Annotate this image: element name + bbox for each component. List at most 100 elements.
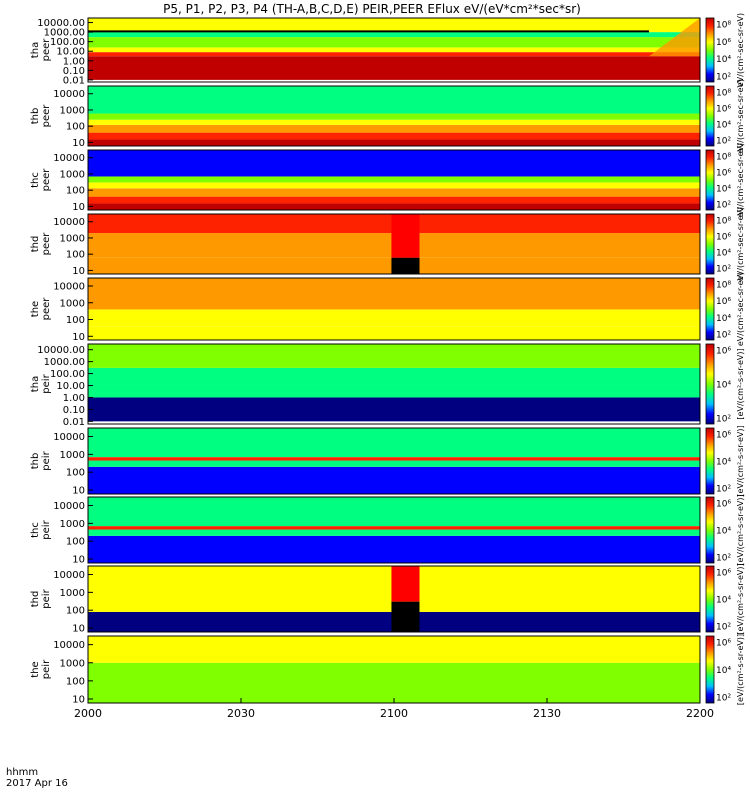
panel-ylabel: thapeer [30, 38, 52, 62]
y-tick-label: 1000 [60, 169, 85, 180]
colorbar-unit-label: [eV/(cm²-s-sr-eV)] [736, 348, 745, 419]
colorbar-tick-label: 10² [716, 694, 731, 704]
y-tick-label: 10000.00 [37, 345, 85, 356]
colorbar-tick-label: 10⁴ [716, 121, 731, 131]
colorbar-tick-label: 10⁸ [716, 281, 731, 291]
y-tick-label: 10 [72, 202, 85, 213]
flux-band [88, 497, 700, 527]
y-tick-label: 10 [72, 332, 85, 343]
flux-band [88, 124, 700, 133]
flux-band [88, 188, 700, 197]
x-tick-label: 2000 [74, 707, 102, 720]
y-tick-label: 10 [72, 694, 85, 705]
y-tick-label: 10000.00 [37, 18, 85, 29]
y-tick-label: 1000 [60, 588, 85, 599]
panel-frame [87, 565, 701, 633]
colorbar-tick-label: 10⁶ [716, 431, 731, 441]
panel-ylabel: thdpeir [30, 588, 52, 608]
colorbar-tick-label: 10⁶ [716, 639, 731, 649]
y-tick-label: 100.00 [50, 369, 85, 380]
panel-thb-peir: 10000 1000 100 10 thbpeir 10⁶ 10⁴ 10² [eV/(cm²-s… [30, 425, 745, 496]
colorbar-tick-label: 10⁶ [716, 347, 731, 357]
colorbar-tick-label: 10⁴ [716, 381, 731, 391]
y-tick-label: 0.01 [63, 417, 85, 428]
panel-frame [87, 85, 701, 147]
y-tick-label: 10000 [53, 89, 85, 100]
panel-frame [87, 213, 701, 275]
y-tick-label: 100 [66, 122, 85, 133]
y-tick-label: 1000 [60, 105, 85, 116]
y-tick-label: 0.01 [63, 75, 85, 86]
x-tick-label: 2030 [227, 707, 255, 720]
flux-band [88, 344, 700, 368]
y-tick-label: 10 [72, 555, 85, 566]
panel-frame [87, 427, 701, 495]
panel-ylabel: thcpeer [30, 168, 52, 192]
colorbar-tick-label: 10⁶ [716, 105, 731, 115]
y-tick-label: 0.10 [63, 66, 85, 77]
flux-band [88, 196, 700, 204]
panel-frame [87, 496, 701, 564]
flux-band [88, 466, 700, 494]
colorbar-tick-label: 10⁴ [716, 458, 731, 468]
flux-band [88, 203, 700, 210]
colorbar-tick-label: 10² [716, 201, 731, 211]
y-tick-label: 10000 [53, 432, 85, 443]
flux-band [88, 636, 700, 663]
colorbar-tick-label: 10² [716, 485, 731, 495]
colorbar-tick-label: 10² [716, 331, 731, 341]
colorbar-tick-label: 10² [716, 73, 731, 83]
panel-thd-peir: 10000 1000 100 10 thdpeir 10⁶ 10⁴ 10² [eV/(cm²-s… [30, 563, 745, 634]
figure-title: P5, P1, P2, P3, P4 (TH-A,B,C,D,E) PEIR,P… [163, 2, 581, 16]
y-tick-label: 100.00 [50, 37, 85, 48]
flux-band [88, 367, 700, 386]
y-tick-label: 1000 [60, 658, 85, 669]
colorbar-tick-label: 10⁸ [716, 153, 731, 163]
y-tick-label: 10 [72, 138, 85, 149]
y-tick-label: 100 [66, 537, 85, 548]
data-gap-missing [391, 601, 420, 632]
panel-ylabel: thcpeir [30, 519, 52, 539]
colorbar-tick-label: 10⁶ [716, 233, 731, 243]
y-tick-label: 10000 [53, 153, 85, 164]
x-tick-label: 2200 [686, 707, 714, 720]
x-tick-label: 2100 [380, 707, 408, 720]
x-tick-label: 2130 [533, 707, 561, 720]
colorbar-unit-label: eV/(cm²-sec-sr-eV) [736, 272, 745, 346]
flux-band [88, 176, 700, 183]
y-tick-label: 100 [66, 315, 85, 326]
y-tick-label: 1.00 [63, 56, 85, 67]
flux-band [88, 150, 700, 177]
y-tick-label: 100 [66, 186, 85, 197]
y-tick-label: 10000 [53, 501, 85, 512]
y-tick-label: 1000.00 [44, 28, 85, 39]
colorbar [705, 496, 715, 564]
colorbar [705, 85, 715, 147]
colorbar [705, 343, 715, 425]
colorbar [705, 277, 715, 341]
flux-ramp [649, 18, 700, 57]
colorbar-tick-label: 10⁶ [716, 500, 731, 510]
y-tick-label: 1000 [60, 519, 85, 530]
panel-ylabel: thdpeer [30, 232, 52, 256]
y-tick-label: 10 [72, 266, 85, 277]
flux-band [88, 37, 700, 48]
y-tick-label: 1000 [60, 450, 85, 461]
panel-ylabel: thapeir [30, 373, 52, 393]
colorbar-tick-label: 10² [716, 137, 731, 147]
flux-band [88, 132, 700, 140]
colorbar-tick-label: 10⁶ [716, 169, 731, 179]
colorbar-unit-label: [eV/(cm²-s-sr-eV)] [736, 494, 745, 565]
colorbar-tick-label: 10⁶ [716, 569, 731, 579]
colorbar-unit-label: eV/(cm²-sec-sr-eV) [736, 13, 745, 87]
colorbar [705, 149, 715, 211]
colorbar-unit-label: eV/(cm²-sec-sr-eV) [736, 79, 745, 153]
colorbar [705, 213, 715, 275]
y-tick-label: 10 [72, 486, 85, 497]
y-tick-label: 1.00 [63, 393, 85, 404]
flux-band [88, 119, 700, 125]
colorbar-tick-label: 10⁸ [716, 21, 731, 31]
y-tick-label: 100 [66, 606, 85, 617]
y-tick-label: 100 [66, 250, 85, 261]
